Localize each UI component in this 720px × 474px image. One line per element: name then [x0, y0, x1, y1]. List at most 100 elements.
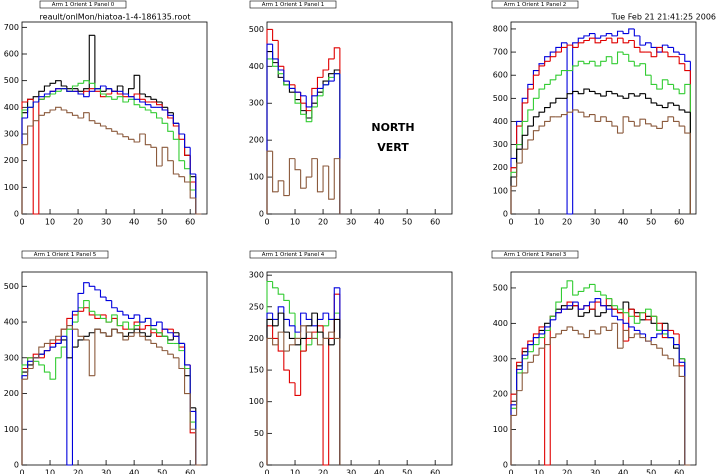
histogram-step — [60, 346, 67, 358]
histogram-step — [66, 325, 73, 330]
histogram-step — [644, 63, 652, 76]
histogram-step — [600, 116, 607, 122]
histogram-step — [32, 120, 39, 126]
histogram-step — [111, 96, 118, 100]
histogram-step — [527, 125, 534, 136]
histogram-step — [277, 331, 284, 345]
histogram-step — [99, 123, 107, 127]
histogram-step — [144, 336, 151, 341]
histogram-step — [650, 98, 657, 104]
histogram-step — [527, 88, 534, 103]
frame — [510, 271, 697, 466]
y-tick-label: 300 — [4, 130, 19, 139]
histogram-step — [94, 286, 101, 291]
histogram-step — [532, 336, 540, 345]
histogram-step — [616, 316, 624, 321]
histogram-step — [99, 314, 107, 320]
histogram-step — [49, 372, 56, 380]
histogram-step — [294, 88, 301, 104]
histogram-step — [639, 35, 646, 46]
histogram-step — [316, 313, 324, 333]
histogram-step — [605, 305, 612, 310]
histogram-step — [656, 46, 663, 57]
histogram-step — [283, 294, 290, 302]
histogram-step — [111, 128, 118, 132]
histogram-step — [77, 329, 84, 337]
histogram-step — [43, 364, 51, 373]
histogram-step — [661, 105, 668, 109]
histogram-step — [577, 290, 584, 296]
histogram-step — [49, 109, 56, 113]
histogram-step — [133, 74, 140, 89]
histogram-step — [594, 309, 601, 317]
histogram-step — [684, 83, 691, 94]
histogram-step — [544, 83, 551, 90]
histogram-step — [516, 390, 523, 416]
histogram-step — [633, 316, 640, 324]
histogram-step — [667, 52, 674, 58]
histogram-step — [661, 348, 668, 356]
x-tick-label: 20 — [562, 469, 572, 474]
histogram-step — [99, 85, 107, 89]
histogram-step — [83, 336, 90, 341]
histogram-step — [538, 333, 545, 338]
histogram-step — [555, 301, 562, 317]
histogram-step — [532, 74, 540, 90]
x-tick-label: 0 — [19, 469, 24, 474]
histogram-step — [172, 332, 179, 337]
histogram-step — [122, 96, 129, 103]
y-tick-label: 400 — [493, 319, 508, 328]
histogram-step — [99, 289, 107, 298]
histogram-step — [622, 52, 629, 55]
histogram-step — [94, 120, 101, 124]
histogram-step — [566, 326, 573, 331]
histogram-step — [560, 287, 568, 303]
histogram-step — [272, 58, 279, 67]
histogram-step — [127, 332, 135, 337]
histogram-step — [155, 102, 163, 106]
histogram-step — [628, 323, 635, 328]
histogram-step — [88, 300, 95, 312]
y-tick-label: 500 — [4, 282, 19, 291]
histogram-step — [622, 31, 629, 35]
histogram-step — [600, 93, 607, 97]
y-tick-label: 400 — [249, 62, 264, 71]
histogram-step — [544, 344, 551, 349]
histogram-step — [572, 65, 579, 71]
histogram-step — [673, 358, 680, 367]
histogram-step — [328, 166, 335, 200]
y-tick-label: 500 — [493, 94, 508, 103]
histogram-step — [583, 287, 590, 292]
frame — [510, 21, 697, 215]
y-tick-label: 100 — [249, 397, 264, 406]
histogram-step — [167, 350, 174, 355]
histogram-step — [94, 88, 101, 92]
histogram-step — [583, 88, 590, 94]
histogram-step — [66, 336, 73, 466]
histogram-step — [650, 336, 657, 342]
histogram-step — [83, 80, 90, 84]
histogram-step — [532, 97, 540, 110]
histogram-step — [572, 280, 579, 296]
histogram-step — [684, 376, 691, 466]
histogram-step — [560, 308, 568, 313]
x-tick-label: 0 — [264, 469, 269, 474]
histogram-step — [544, 120, 551, 127]
y-tick-label: 0 — [503, 210, 508, 219]
histogram-step — [583, 312, 590, 317]
y-tick-label: 100 — [249, 173, 264, 182]
histogram-step — [27, 125, 34, 145]
histogram-step — [167, 336, 174, 345]
histogram-step — [43, 93, 51, 97]
histogram-step — [83, 282, 90, 294]
histogram-step — [549, 319, 556, 327]
histogram-step — [594, 38, 601, 44]
histogram-step — [532, 130, 540, 140]
histogram-step — [684, 126, 691, 134]
histogram-step — [277, 180, 284, 192]
histogram-step — [272, 281, 279, 289]
histogram-step — [99, 329, 107, 334]
x-tick-label: 40 — [129, 469, 139, 474]
panel-title-box — [491, 0, 579, 9]
histogram-step — [127, 335, 135, 340]
